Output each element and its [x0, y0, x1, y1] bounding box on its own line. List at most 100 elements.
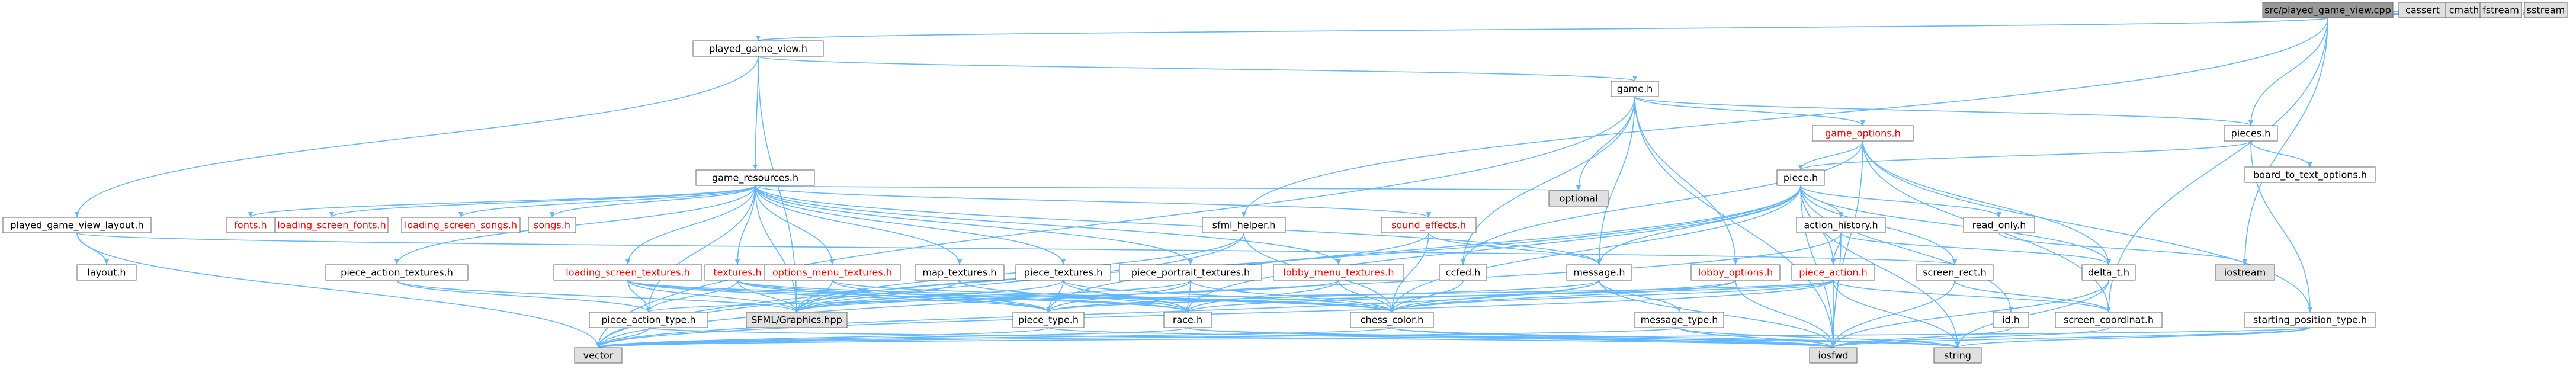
node-piece_action_h[interactable]: piece_action.h [1791, 264, 1875, 281]
edge-game_options_h-to-iosfwd [1831, 140, 1863, 348]
node-textures_h[interactable]: textures.h [704, 264, 771, 281]
node-box-game_h [1611, 81, 1659, 97]
node-pat_h[interactable]: piece_action_textures.h [325, 264, 469, 281]
node-sfml_helper_h[interactable]: sfml_helper.h [1202, 217, 1286, 233]
node-label-vector: vector [583, 350, 614, 361]
edge-game_options_h-to-ccfed_h [1461, 140, 1863, 265]
node-box-message_h [1566, 264, 1632, 281]
node-box-pgvl_h [2, 217, 152, 233]
node-label-board_to_text: board_to_text_options.h [2253, 169, 2367, 181]
node-box-sfml_graphics [746, 312, 848, 328]
node-piece_textures_h[interactable]: piece_textures.h [1015, 264, 1111, 281]
edge-root-to-sfml_helper_h [1242, 17, 2328, 218]
node-board_to_text[interactable]: board_to_text_options.h [2244, 166, 2376, 183]
edge-game_resources_h-to-songs_h [550, 185, 756, 218]
edge-game_h-to-optional [1576, 96, 1635, 191]
edge-piece_h-to-delta_t_h [1800, 185, 2111, 265]
node-pieces_h[interactable]: pieces.h [2224, 125, 2278, 142]
node-ls_fonts_h[interactable]: loading_screen_fonts.h [275, 217, 389, 233]
node-piece_h[interactable]: piece.h [1776, 169, 1825, 186]
node-ls_textures_h[interactable]: loading_screen_textures.h [553, 264, 702, 281]
node-game_resources_h[interactable]: game_resources.h [695, 169, 815, 186]
node-box-map_textures_h [915, 264, 1005, 281]
edge-textures_h-to-race_h [737, 280, 1190, 313]
edge-game_resources_h-to-message_h [755, 185, 1602, 265]
edge-screen_rect_h-to-screen_coord_h [1954, 280, 2111, 313]
node-box-delta_t_h [2081, 264, 2136, 281]
node-label-race_h: race.h [1173, 315, 1202, 326]
node-layout_h[interactable]: layout.h [76, 264, 137, 281]
node-sfml_graphics: SFML/Graphics.hpp [746, 312, 848, 328]
node-ccfed_h[interactable]: ccfed.h [1439, 264, 1487, 281]
node-label-ls_songs_h: loading_screen_songs.h [405, 220, 517, 232]
node-ppt_h[interactable]: piece_portrait_textures.h [1119, 264, 1262, 281]
edge-read_only_h-to-iostream [1998, 232, 2247, 265]
node-message_h[interactable]: message.h [1566, 264, 1632, 281]
node-action_history_h[interactable]: action_history.h [1796, 217, 1886, 233]
edge-root-to-pgv_h [756, 17, 2328, 41]
node-id_h[interactable]: id.h [1993, 312, 2029, 328]
node-box-sfml_helper_h [1202, 217, 1286, 233]
node-sound_effects_h[interactable]: sound_effects.h [1381, 217, 1477, 233]
edge-piece_h-to-chess_color_h [1390, 185, 1801, 313]
edge-game_resources_h-to-piece_action_type_h [646, 185, 756, 313]
node-box-piece_h [1776, 169, 1825, 186]
node-lobby_options_h[interactable]: lobby_options.h [1690, 264, 1781, 281]
edge-message_h-to-piece_type_h [1046, 280, 1600, 313]
node-box-fstream [2479, 2, 2522, 18]
node-piece_type_h[interactable]: piece_type.h [1012, 312, 1085, 328]
node-race_h[interactable]: race.h [1163, 312, 1212, 328]
node-label-piece_textures_h: piece_textures.h [1024, 267, 1102, 279]
node-game_options_h[interactable]: game_options.h [1812, 125, 1914, 142]
node-map_textures_h[interactable]: map_textures.h [915, 264, 1005, 281]
node-label-fonts_h: fonts.h [234, 220, 267, 231]
node-label-iostream: iostream [2224, 267, 2266, 278]
node-box-board_to_text [2244, 166, 2376, 183]
node-label-screen_coord_h: screen_coordinat.h [2064, 315, 2154, 326]
edge-piece_h-to-string [1800, 185, 1960, 348]
node-label-ls_textures_h: loading_screen_textures.h [566, 267, 689, 279]
node-screen_coord_h[interactable]: screen_coordinat.h [2055, 312, 2163, 328]
edge-game_resources_h-to-lmt_h [755, 185, 1341, 265]
node-ls_songs_h[interactable]: loading_screen_songs.h [401, 217, 521, 233]
node-read_only_h[interactable]: read_only.h [1963, 217, 2035, 233]
edge-ppt_h-to-piece_type_h [1046, 280, 1191, 313]
node-chess_color_h[interactable]: chess_color.h [1350, 312, 1434, 328]
node-label-textures_h: textures.h [713, 267, 761, 278]
node-omt_h[interactable]: options_menu_textures.h [764, 264, 901, 281]
node-delta_t_h[interactable]: delta_t.h [2081, 264, 2136, 281]
node-screen_rect_h[interactable]: screen_rect.h [1916, 264, 1994, 281]
edge-pgv_h-to-game_resources_h [753, 56, 759, 171]
edge-game_resources_h-to-optional [755, 185, 1580, 191]
node-pgvl_h[interactable]: played_game_view_layout.h [2, 217, 152, 233]
edge-race_h-to-string [1187, 327, 1960, 348]
node-label-root: src/played_game_view.cpp [2264, 5, 2391, 17]
node-game_h[interactable]: game.h [1611, 81, 1659, 97]
node-pgv_h[interactable]: played_game_view.h [692, 40, 824, 57]
node-box-vector [574, 347, 623, 364]
node-songs_h[interactable]: songs.h [528, 217, 576, 233]
node-vector: vector [574, 347, 623, 364]
edge-screen_coord_h-to-iosfwd [1831, 327, 2109, 348]
node-piece_action_type_h[interactable]: piece_action_type.h [589, 312, 708, 328]
edge-pat_h-to-piece_action_type_h [396, 280, 651, 313]
edge-game_h-to-message_h [1597, 96, 1635, 265]
node-fonts_h[interactable]: fonts.h [226, 217, 275, 233]
node-message_type_h[interactable]: message_type.h [1634, 312, 1724, 328]
edge-game_resources_h-to-textures_h [735, 185, 756, 265]
node-box-pgv_h [692, 40, 824, 57]
node-label-piece_action_type_h: piece_action_type.h [601, 315, 695, 326]
node-label-piece_action_h: piece_action.h [1799, 267, 1868, 279]
edge-sound_effects_h-to-chess_color_h [1390, 232, 1429, 313]
edge-game_options_h-to-delta_t_h [1862, 140, 2111, 265]
node-lmt_h[interactable]: lobby_menu_textures.h [1273, 264, 1404, 281]
node-box-string [1933, 347, 1982, 364]
node-box-ls_textures_h [553, 264, 702, 281]
edge-piece_action_type_h-to-iosfwd [648, 327, 1835, 348]
edge-pieces_h-to-spt_h [2250, 140, 2312, 313]
edge-piece_h-to-id_h [1800, 185, 2013, 313]
node-spt_h[interactable]: starting_position_type.h [2244, 312, 2376, 328]
node-box-piece_textures_h [1015, 264, 1111, 281]
node-root[interactable]: src/played_game_view.cpp [2262, 2, 2394, 18]
edge-piece_textures_h-to-sfml_graphics [794, 280, 1064, 313]
